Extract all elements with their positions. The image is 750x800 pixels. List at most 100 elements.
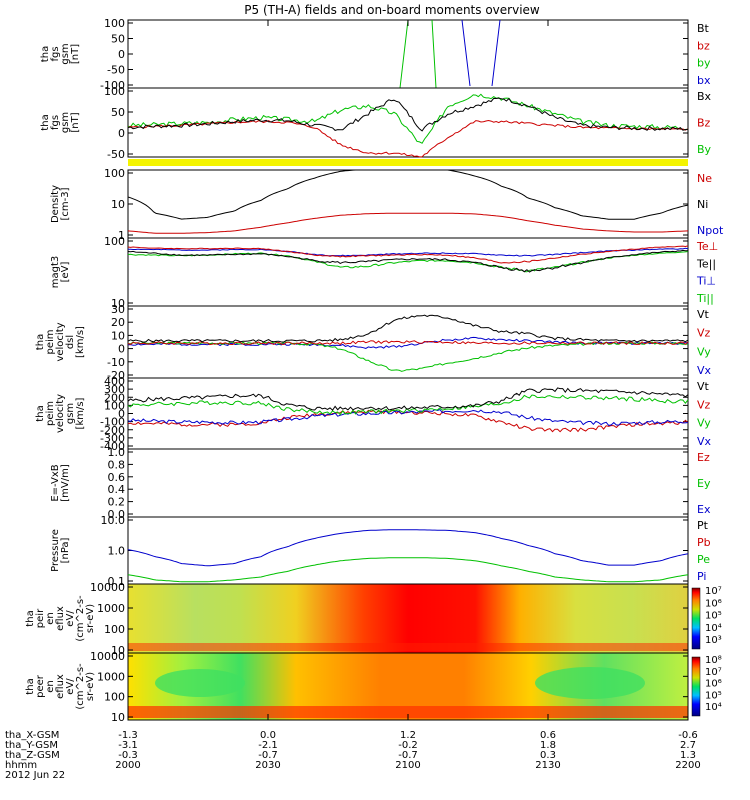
panel-9: 10000 1000 100 10 tha peir en eflux eV/(cm^2-s-s… — [25, 581, 722, 657]
bx-trace — [461, 19, 501, 87]
position-value: -0.6 — [678, 730, 698, 741]
panel-frame — [127, 169, 689, 239]
legend-Vz: Vz — [697, 327, 711, 340]
figure-title: P5 (TH-A) fields and on-board moments ov… — [244, 3, 540, 17]
y-tick-label: 0.4 — [108, 483, 126, 496]
legend-Pe: Pe — [697, 553, 710, 566]
legend-bz: bz — [697, 39, 710, 52]
y-tick-label: -400 — [100, 440, 125, 453]
y-axis-label: tha fgs gsm [nT] — [40, 112, 81, 133]
y-label-line: [nPa] — [60, 537, 71, 563]
y-label-line: gsm — [60, 112, 71, 133]
electron-green-blob — [155, 669, 245, 697]
ti-perp-line — [128, 247, 689, 257]
panel-4: 100 10 magt3 [eV] Te⊥ Te|| Ti⊥ Ti|| — [50, 235, 718, 310]
y-tick-label: 200 — [104, 391, 125, 404]
legend-Ni: Ni — [697, 198, 708, 211]
y-label-line: tha — [40, 46, 51, 62]
position-value: -2.1 — [258, 740, 278, 751]
y-tick-label: 0.2 — [108, 496, 126, 509]
y-label-line: en — [45, 680, 56, 693]
te-par-line — [127, 249, 688, 273]
y-label-line: [nT] — [70, 112, 81, 132]
position-value: 1.8 — [540, 740, 556, 751]
legend-Vy: Vy — [697, 417, 711, 430]
y-tick-label: 0 — [118, 48, 125, 61]
panel-7: 1.00.80.60.40.20.0 E=-VxB [mV/m] Ez Ey Ex — [50, 446, 711, 521]
position-value: -0.7 — [398, 750, 418, 761]
panel-frame — [127, 237, 689, 307]
panel-3: 100 10 1 Density [cm-3] Ne Ni Npot — [50, 167, 724, 242]
ion-spectrogram — [128, 584, 688, 653]
position-value: 2030 — [255, 760, 280, 771]
legend-Vx: Vx — [697, 435, 712, 448]
panel-frame — [127, 516, 689, 585]
vy-gsm-line — [127, 394, 689, 416]
y-label-line: tha — [40, 114, 51, 130]
y-tick-label: 0 — [118, 343, 125, 356]
position-value: 2130 — [535, 760, 560, 771]
y-label-line: (cm^2-s- — [75, 663, 86, 710]
te-perp-line — [127, 245, 689, 264]
y-label-line: [km/s] — [75, 397, 86, 429]
y-label-line: velocity — [55, 322, 66, 361]
colorbar-label: 10⁵ — [705, 611, 722, 622]
by-line — [127, 93, 689, 144]
ne-line — [127, 212, 689, 234]
colorbar-label: 10⁴ — [705, 702, 722, 713]
y-label-line: sr-eV) — [85, 604, 96, 633]
position-value: 0.0 — [260, 730, 276, 741]
legend-Ne: Ne — [697, 172, 712, 185]
colorbar-label: 10⁶ — [705, 679, 722, 690]
bx-line — [127, 97, 689, 132]
position-value: -0.3 — [118, 750, 138, 761]
y-label-line: Pressure — [50, 529, 61, 572]
y-tick-label: 300 — [104, 383, 125, 396]
y-tick-label: -50 — [107, 148, 125, 161]
position-row-label: tha_X-GSM — [5, 730, 59, 741]
y-label-line: peim — [45, 329, 56, 354]
y-label-line: [nT] — [70, 44, 81, 64]
colorbar-label: 10⁸ — [705, 655, 722, 666]
y-axis-label: magt3 [eV] — [50, 256, 71, 289]
y-tick-label: 100 — [104, 167, 125, 180]
colorbar-label: 10⁵ — [705, 690, 722, 701]
y-label-line: (cm^2-s- — [75, 595, 86, 642]
y-tick-label: 1000 — [97, 602, 125, 615]
panel-frame — [127, 19, 689, 89]
legend-Ez: Ez — [697, 451, 710, 464]
legend-Ey: Ey — [697, 477, 711, 490]
y-tick-label: 0.1 — [108, 575, 126, 588]
data-gap-bar — [128, 159, 688, 166]
y-tick-label: 10.0 — [101, 514, 126, 527]
colorbar — [691, 587, 701, 650]
legend-Ti⊥: Ti⊥ — [696, 275, 716, 288]
y-axis-label: tha peim velocity dsl [km/s] — [35, 322, 86, 361]
vz-gsm-line — [127, 409, 689, 433]
legend-bx: bx — [697, 74, 711, 87]
y-label-line: E=-VxB — [50, 464, 61, 501]
legend-Bz: Bz — [697, 117, 711, 130]
y-label-line: gsm — [60, 43, 71, 64]
y-tick-label: 1.0 — [108, 446, 126, 459]
legend-Pb: Pb — [697, 536, 711, 549]
y-label-line: eV/ — [65, 678, 76, 695]
y-tick-label: 100 — [104, 235, 125, 248]
y-label-line: fgs — [50, 46, 61, 61]
y-label-line: peir — [35, 608, 46, 628]
y-axis-label: Density [cm-3] — [50, 185, 71, 223]
vy-line — [127, 341, 689, 372]
y-label-line: [cm-3] — [60, 187, 71, 220]
y-tick-label: -50 — [107, 64, 125, 77]
y-label-line: magt3 — [50, 256, 61, 289]
y-tick-label: -200 — [100, 424, 125, 437]
ion-low-energy-band — [128, 643, 688, 651]
position-row-label: tha_Y-GSM — [5, 740, 58, 751]
y-tick-label: -100 — [100, 416, 125, 429]
y-label-line: tha — [25, 610, 36, 626]
position-value: -0.2 — [398, 740, 418, 751]
y-tick-label: 20 — [111, 316, 125, 329]
position-value: 1.3 — [680, 750, 696, 761]
y-tick-label: 0 — [118, 408, 125, 421]
